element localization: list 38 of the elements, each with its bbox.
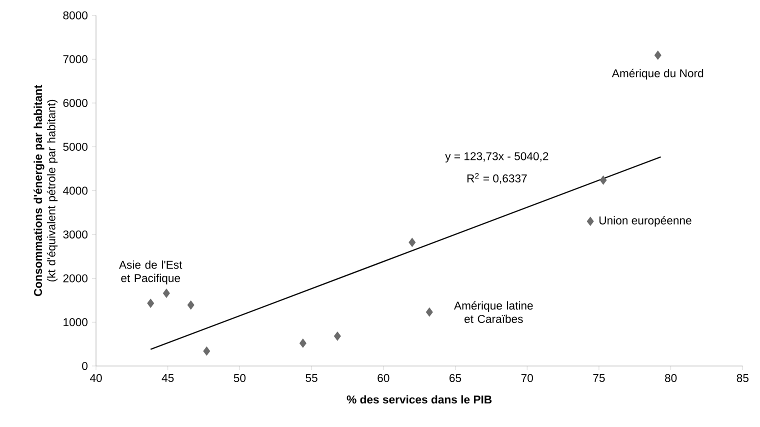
point: [426, 308, 433, 317]
y-tick-label: 5000: [63, 142, 88, 151]
y-tick-label: 0: [82, 362, 88, 370]
point: [203, 346, 210, 356]
x-tick-label: 45: [162, 374, 174, 382]
point: [334, 332, 341, 341]
annotation: Asie de l'Est et Pacifique: [119, 260, 182, 284]
y-tick-label: 7000: [63, 55, 88, 64]
y-tick-label: 8000: [63, 11, 88, 20]
x-tick-label: 65: [450, 374, 462, 382]
point: [147, 298, 154, 308]
x-tick-label: 55: [306, 374, 318, 382]
x-tick-label: 85: [736, 374, 748, 382]
annotation: Union européenne: [599, 216, 692, 227]
point: [654, 50, 662, 60]
y-tick-label: 2000: [63, 274, 88, 282]
y-tick-label: 4000: [63, 186, 88, 195]
y-axis-title: Consommations d'énergie par habitant (kt d'équivalent pétrole par habitant): [34, 84, 58, 296]
point: [408, 238, 416, 247]
point: [299, 338, 306, 348]
x-tick-label: 75: [593, 374, 605, 382]
point: [600, 176, 607, 185]
point: [586, 216, 594, 226]
annotation: y = 123,73x - 5040,2: [445, 152, 548, 162]
x-axis-title: % des services dans le PIB: [346, 395, 492, 404]
annotation: Amérique latine et Caraïbes: [454, 301, 533, 323]
point: [162, 288, 170, 298]
annotation: R$^{2}$ = 0,6337: [467, 173, 527, 184]
annotation: Amérique du Nord: [612, 68, 704, 80]
x-tick-label: 80: [665, 374, 677, 382]
x-tick-label: 50: [234, 374, 246, 382]
y-tick-label: 6000: [63, 98, 88, 108]
x-tick-label: 60: [378, 374, 390, 382]
point: [187, 300, 194, 310]
x-tick-label: 40: [90, 374, 102, 382]
x-tick-label: 70: [521, 374, 533, 382]
y-tick-label: 1000: [64, 318, 88, 326]
y-tick-label: 3000: [63, 230, 88, 238]
